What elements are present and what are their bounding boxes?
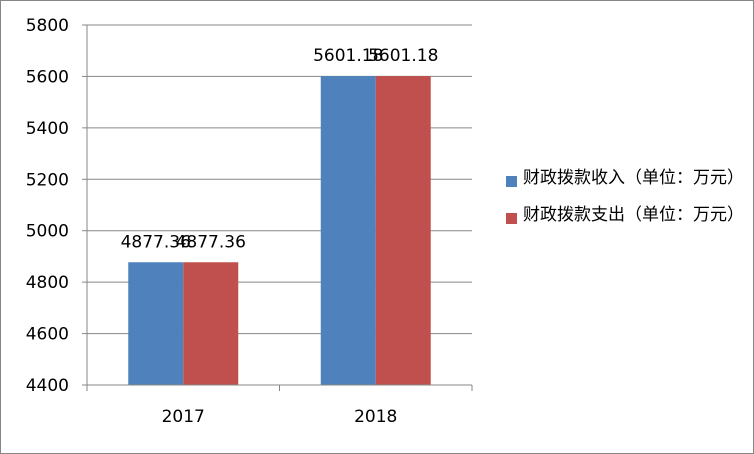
y-tick-label: 5000 [26, 222, 69, 242]
y-tick-label: 4400 [26, 376, 69, 396]
labels: 4400 4600 4800 5000 5200 5400 5600 5800 4877.364… [26, 16, 439, 427]
legend: 财政拨款收入（单位：万元） 财政拨款支出（单位：万元） [506, 168, 751, 244]
data-label-series-1-2017: 4877.36 [121, 232, 191, 252]
y-tick-label: 5400 [26, 119, 69, 139]
legend-label-series-2: 财政拨款支出（单位：万元） [523, 205, 744, 225]
y-tick-label: 4600 [26, 325, 69, 345]
y-tick-label: 5200 [26, 170, 69, 190]
bar-series-2-2017 [183, 262, 239, 385]
x-category-label: 2018 [354, 407, 397, 427]
bar-series-2-2018 [375, 76, 431, 385]
legend-swatch-series-2 [506, 213, 517, 224]
y-tick-label: 4800 [26, 273, 69, 293]
x-category-label: 2017 [162, 407, 205, 427]
legend-item-series-2: 财政拨款支出（单位：万元） [506, 205, 751, 230]
y-tick-label: 5800 [26, 16, 69, 36]
data-label-series-1-2018: 5601.18 [313, 46, 383, 66]
data-label-series-2-2017: 4877.36 [176, 232, 246, 252]
data-label-series-2-2018: 5601.18 [368, 46, 438, 66]
bar-series-1-2017 [128, 262, 184, 385]
legend-label-series-1: 财政拨款收入（单位：万元） [523, 168, 744, 188]
legend-swatch-series-1 [506, 176, 517, 187]
axes [82, 24, 473, 391]
legend-item-series-1: 财政拨款收入（单位：万元） [506, 168, 751, 193]
y-tick-label: 5600 [26, 67, 69, 87]
bars [128, 76, 431, 385]
bar-series-1-2018 [320, 76, 376, 385]
